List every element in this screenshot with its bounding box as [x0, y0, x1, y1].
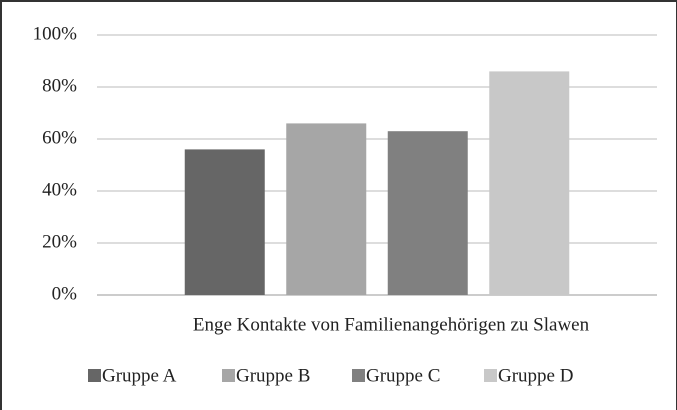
bar: [184, 149, 265, 295]
legend-label: Gruppe B: [236, 365, 310, 386]
bar: [387, 131, 468, 295]
y-tick-label: 100%: [33, 23, 78, 44]
legend-swatch: [222, 369, 235, 382]
legend-swatch: [484, 369, 497, 382]
y-tick-label: 80%: [42, 75, 77, 96]
legend-label: Gruppe D: [498, 365, 573, 386]
legend-label: Gruppe C: [366, 365, 440, 386]
x-tick-label: Enge Kontakte von Familienangehörigen zu…: [193, 314, 590, 335]
y-tick-label: 20%: [42, 231, 77, 252]
legend-swatch: [352, 369, 365, 382]
y-tick-label: 40%: [42, 179, 77, 200]
legend-swatch: [88, 369, 101, 382]
bar: [286, 123, 367, 296]
y-tick-label: 0%: [52, 283, 78, 304]
y-tick-label: 60%: [42, 127, 77, 148]
legend-label: Gruppe A: [102, 365, 177, 386]
bar: [489, 71, 570, 296]
